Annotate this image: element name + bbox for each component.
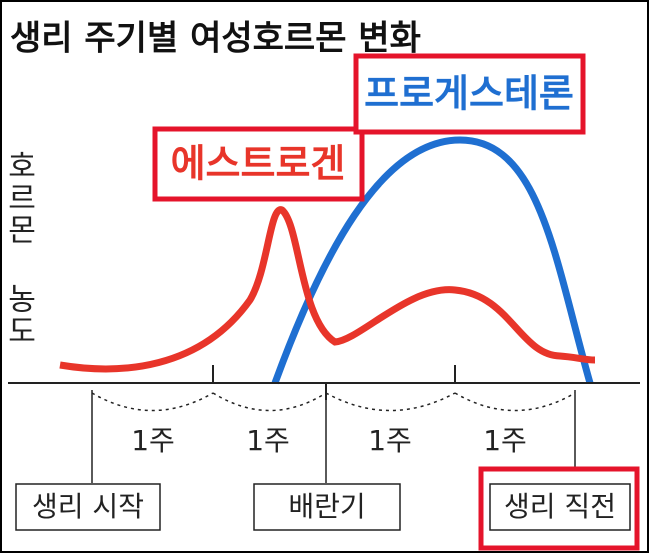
highlight-box [478, 466, 640, 551]
phase-lines [91, 390, 576, 483]
week-arcs [91, 392, 576, 412]
week-label: 1주 [368, 424, 412, 457]
week-label: 1주 [483, 424, 527, 457]
progesterone-label: 프로게스테론 [364, 72, 574, 116]
phase-box [253, 483, 401, 531]
phase-label: 생리 직전 [504, 490, 616, 523]
label-box [353, 53, 586, 135]
phase-box [489, 483, 631, 531]
estrogen-curve [59, 206, 596, 373]
phase-label: 배란기 [288, 490, 365, 523]
week-label: 1주 [131, 424, 175, 457]
phase-label: 생리 시작 [32, 490, 144, 523]
y-axis-label: 호르몬 농도 [1, 150, 36, 347]
title: 생리 주기별 여성호르몬 변화 [10, 19, 421, 59]
estrogen-label: 에스트로겐 [171, 142, 346, 186]
week-label: 1주 [246, 424, 290, 457]
progesterone-curve [271, 136, 594, 385]
label-box [152, 126, 365, 202]
phase-box [15, 483, 161, 531]
